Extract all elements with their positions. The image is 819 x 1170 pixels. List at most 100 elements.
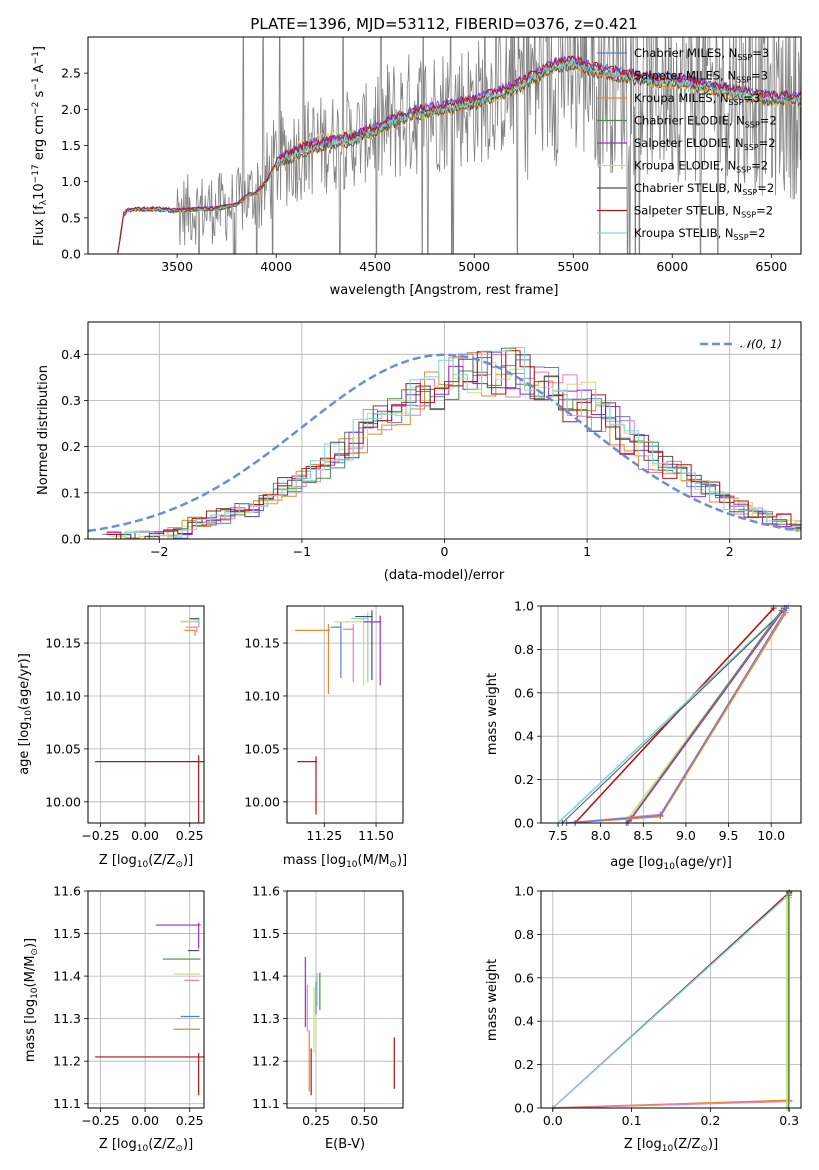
plot-content bbox=[88, 347, 801, 539]
axes-frame bbox=[87, 890, 205, 1109]
y-tick-label: 11.4 bbox=[53, 969, 81, 984]
cumulative-weight-line bbox=[557, 605, 789, 824]
legend-sub: SSP bbox=[744, 143, 759, 152]
weight-vs-Z-x-label: Z [log10(Z/Z⊙)] bbox=[624, 1137, 718, 1154]
label-part: (Z/Z bbox=[148, 853, 175, 868]
legend-nssp: =2 bbox=[751, 159, 768, 173]
legend-model: Chabrier STELIB, N bbox=[634, 181, 742, 195]
legend-model: Chabrier MILES, N bbox=[634, 46, 737, 60]
y-tick-label: 11.5 bbox=[53, 926, 81, 941]
x-tick-label: 9.5 bbox=[719, 828, 739, 843]
y-tick-label: 10.05 bbox=[244, 741, 280, 756]
x-tick-label: 0.2 bbox=[700, 1113, 720, 1128]
legend-sub: SSP bbox=[742, 188, 757, 197]
label-part: ⊙ bbox=[30, 948, 40, 956]
x-tick-label: 2 bbox=[726, 544, 734, 559]
y-tick-label: 11.2 bbox=[53, 1054, 81, 1069]
legend-nssp: =2 bbox=[759, 136, 776, 150]
y-tick-label: 0.3 bbox=[61, 393, 81, 408]
legend-nssp: =2 bbox=[756, 204, 773, 218]
plot-content bbox=[549, 889, 793, 1111]
label-part: 10 bbox=[663, 862, 675, 872]
label-part: s bbox=[32, 90, 47, 101]
cumulative-weight-line bbox=[561, 607, 787, 824]
label-part: 10 bbox=[346, 860, 358, 870]
x-tick-label: 7.5 bbox=[548, 828, 568, 843]
plot-content bbox=[95, 922, 204, 1096]
y-tick-label: 1.5 bbox=[61, 138, 81, 153]
label-part: ] bbox=[32, 46, 47, 51]
y-tick-label: 1.0 bbox=[61, 174, 81, 189]
legend-sub: SSP bbox=[729, 98, 744, 107]
model-spectrum-line bbox=[117, 55, 801, 253]
y-tick-label: 10.00 bbox=[45, 794, 81, 809]
legend-nssp: =3 bbox=[744, 91, 761, 105]
label-part: Flux [f bbox=[32, 205, 47, 246]
residual-histogram bbox=[110, 361, 801, 538]
label-part: age [log bbox=[17, 722, 32, 775]
legend-nssp: =3 bbox=[752, 46, 769, 60]
y-tick-label: 0.2 bbox=[514, 1057, 534, 1072]
label-part: )] bbox=[23, 938, 38, 948]
y-tick-label: 11.1 bbox=[53, 1096, 81, 1111]
label-part: 10 bbox=[30, 987, 40, 999]
x-tick-label: 6000 bbox=[656, 259, 688, 274]
y-tick-label: 0.6 bbox=[514, 970, 534, 985]
y-tick-label: 10.15 bbox=[244, 636, 280, 651]
mass-vs-Z-y-label: mass [log10(M/M⊙)] bbox=[23, 938, 40, 1062]
weight-vs-Z-axes: 0.0 0.1 0.2 0.3 0.0 0.2 0.4 0.6 0.8 1.0 bbox=[514, 884, 802, 1128]
label-part: erg cm bbox=[32, 115, 47, 164]
legend-model: Kroupa MILES, N bbox=[634, 91, 729, 105]
plot-content bbox=[555, 603, 792, 826]
weight-marker bbox=[657, 812, 664, 819]
y-tick-label: 0.2 bbox=[514, 772, 534, 787]
y-tick-label: 0.8 bbox=[514, 642, 534, 657]
x-tick-label: 0.50 bbox=[350, 1113, 378, 1128]
label-part: −2 bbox=[31, 102, 41, 115]
label-part: )] bbox=[183, 853, 193, 868]
residual-histogram bbox=[110, 347, 801, 539]
x-tick-label: 4000 bbox=[260, 259, 292, 274]
label-part: 10 bbox=[662, 1144, 674, 1154]
label-part: )] bbox=[708, 1137, 718, 1152]
x-tick-label: 8.0 bbox=[591, 828, 611, 843]
plot-content bbox=[295, 610, 382, 815]
plot-content bbox=[117, 37, 801, 254]
x-tick-label: 5000 bbox=[458, 259, 490, 274]
label-part: ⊙ bbox=[389, 860, 397, 870]
label-part: )] bbox=[183, 1137, 193, 1152]
weight-marker bbox=[785, 892, 792, 899]
label-part: age [log bbox=[610, 855, 663, 870]
legend-model: Salpeter ELODIE, N bbox=[634, 136, 744, 150]
label-part: ⊙ bbox=[175, 860, 183, 870]
x-tick-label: 5500 bbox=[557, 259, 589, 274]
label-part: −17 bbox=[31, 164, 41, 183]
mass-vs-ebv-axes: 0.25 0.50 11.1 11.2 11.3 11.4 11.5 11.6 bbox=[252, 884, 404, 1128]
weight-vs-age-y-label: mass weight bbox=[485, 673, 500, 755]
y-tick-label: 0.0 bbox=[514, 816, 534, 831]
y-tick-label: 11.5 bbox=[252, 926, 280, 941]
age-vs-mass-axes: 11.25 11.50 10.00 10.05 10.10 10.15 bbox=[244, 605, 404, 843]
y-tick-label: 11.1 bbox=[252, 1096, 280, 1111]
legend-label: Salpeter MILES, NSSP=3 bbox=[634, 69, 768, 85]
y-tick-label: 11.2 bbox=[252, 1054, 280, 1069]
x-tick-label: 0.25 bbox=[302, 1113, 330, 1128]
legend-sub: SSP bbox=[734, 233, 749, 242]
mass-vs-Z-x-label: Z [log10(Z/Z⊙)] bbox=[99, 1137, 193, 1154]
label-part: −1 bbox=[31, 51, 41, 64]
y-tick-label: 10.00 bbox=[244, 794, 280, 809]
spectrum-axes: 3500 4000 4500 5000 5500 6000 6500 0.0 0.5 1.0 1.5… bbox=[61, 36, 802, 274]
label-part: ⊙ bbox=[175, 1144, 183, 1154]
legend-label: Kroupa MILES, NSSP=3 bbox=[634, 91, 760, 107]
x-tick-label: 0.1 bbox=[622, 1113, 642, 1128]
cumulative-weight-line bbox=[566, 612, 787, 824]
axes-frame bbox=[87, 36, 802, 255]
x-tick-label: 0 bbox=[441, 544, 449, 559]
y-tick-label: 11.4 bbox=[252, 969, 280, 984]
age-vs-Z-y-label: age [log10(age/yr)] bbox=[17, 653, 34, 775]
legend-label: Kroupa ELODIE, NSSP=2 bbox=[634, 159, 768, 175]
label-part: λ bbox=[39, 199, 49, 205]
x-tick-label: 3500 bbox=[161, 259, 193, 274]
y-tick-label: 0.0 bbox=[61, 247, 81, 262]
